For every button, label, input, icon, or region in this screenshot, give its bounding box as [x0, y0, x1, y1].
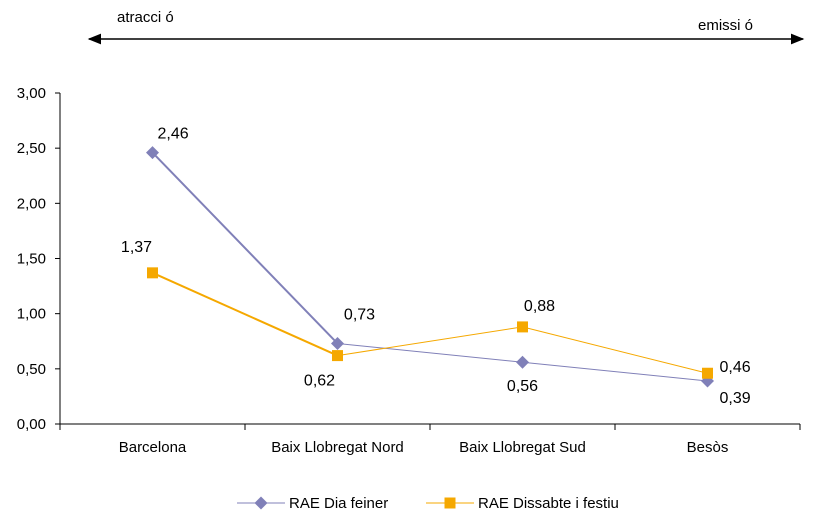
data-label: 0,46 — [720, 359, 751, 376]
annotation-right: emissi ó — [698, 17, 753, 34]
y-tick-label: 1,00 — [17, 306, 46, 323]
y-tick-label: 2,50 — [17, 140, 46, 157]
legend-marker — [254, 496, 268, 510]
data-label: 0,39 — [720, 390, 751, 407]
y-tick-label: 1,50 — [17, 251, 46, 268]
data-point — [332, 350, 343, 362]
data-point — [516, 355, 529, 369]
x-tick-label: Besòs — [687, 439, 729, 456]
legend-label: RAE Dissabte i festiu — [478, 495, 619, 512]
y-tick-label: 2,00 — [17, 195, 46, 212]
data-label: 0,56 — [507, 378, 538, 395]
series-line-segment — [522, 361, 708, 382]
data-label: 1,37 — [121, 239, 152, 256]
x-tick-label: Barcelona — [119, 439, 187, 456]
y-tick-label: 0,50 — [17, 361, 46, 378]
data-point — [147, 267, 158, 279]
x-tick-label: Baix Llobregat Nord — [271, 439, 404, 456]
legend-label: RAE Dia feiner — [289, 495, 388, 512]
series-line-segment — [522, 326, 708, 374]
data-label: 2,46 — [158, 126, 189, 143]
series-line-segment — [152, 271, 338, 357]
data-label: 0,88 — [524, 298, 555, 315]
annotation-left: atracci ó — [117, 9, 174, 26]
series-line-segment — [151, 151, 339, 345]
data-label: 0,73 — [344, 306, 375, 323]
x-tick-label: Baix Llobregat Sud — [459, 439, 586, 456]
data-label: 0,62 — [304, 373, 335, 390]
data-point — [146, 146, 159, 160]
data-point — [331, 336, 344, 350]
y-tick-label: 0,00 — [17, 416, 46, 433]
data-point — [517, 321, 528, 333]
y-tick-label: 3,00 — [17, 85, 46, 102]
series-line-segment — [337, 342, 523, 363]
series-line-segment — [337, 326, 523, 357]
legend-marker — [444, 497, 456, 509]
data-point — [702, 367, 713, 379]
